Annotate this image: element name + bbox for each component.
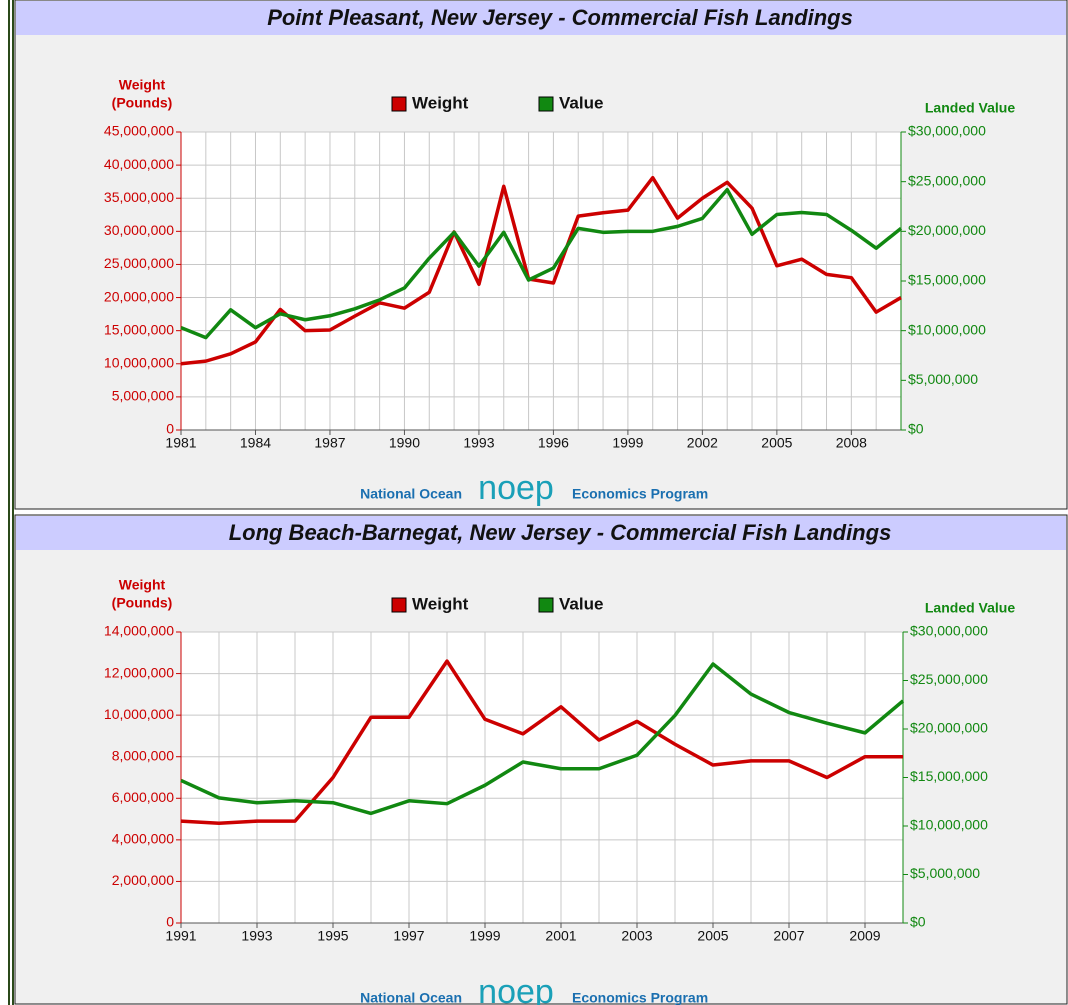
chart-title: Point Pleasant, New Jersey - Commercial …: [267, 5, 853, 30]
footer-logo: noep: [478, 469, 554, 507]
y2-tick-label: $20,000,000: [910, 720, 988, 736]
y2-tick-label: $5,000,000: [908, 371, 978, 387]
title-bar: [16, 516, 1066, 550]
series-line: [180, 659, 903, 825]
series-line: [180, 662, 905, 816]
x-tick-label: 2005: [761, 435, 792, 451]
x-tick-label: 2003: [621, 928, 652, 944]
plot-area: [181, 632, 903, 923]
y2-tick-label: $10,000,000: [910, 817, 988, 833]
y2-tick-label: $30,000,000: [908, 123, 986, 139]
legend-label: Weight: [412, 93, 469, 112]
footer-logo: noep: [478, 973, 554, 1005]
y-tick-label: 30,000,000: [104, 222, 174, 238]
x-tick-label: 2001: [545, 928, 576, 944]
x-tick-label: 1981: [165, 435, 196, 451]
y-tick-label: 10,000,000: [104, 354, 174, 370]
y2-tick-label: $10,000,000: [908, 321, 986, 337]
y2-tick-label: $30,000,000: [910, 623, 988, 639]
y2-tick-label: $5,000,000: [910, 865, 980, 881]
y-tick-label: 5,000,000: [112, 388, 174, 404]
x-tick-label: 1995: [317, 928, 348, 944]
x-tick-label: 1999: [612, 435, 643, 451]
y2-tick-label: $15,000,000: [908, 272, 986, 288]
x-tick-label: 1996: [538, 435, 569, 451]
footer-left: National Ocean: [360, 486, 462, 502]
legend-label: Value: [559, 594, 603, 613]
x-tick-label: 1999: [469, 928, 500, 944]
y-tick-label: 20,000,000: [104, 288, 174, 304]
y2-tick-label: $20,000,000: [908, 222, 986, 238]
x-tick-label: 1997: [393, 928, 424, 944]
y2-tick-label: $25,000,000: [908, 172, 986, 188]
legend-label: Value: [559, 93, 603, 112]
legend-label: Weight: [412, 594, 469, 613]
x-tick-label: 1984: [240, 435, 271, 451]
y-axis-label: (Pounds): [112, 95, 173, 111]
y2-axis-label: Landed Value: [925, 600, 1015, 616]
x-tick-label: 2008: [836, 435, 867, 451]
x-tick-label: 2007: [773, 928, 804, 944]
y-axis-label: (Pounds): [112, 595, 173, 611]
legend-swatch: [538, 96, 554, 112]
y-tick-label: 0: [166, 421, 174, 437]
y2-tick-label: $15,000,000: [910, 768, 988, 784]
chart-title: Long Beach-Barnegat, New Jersey - Commer…: [229, 520, 892, 545]
footer-right: Economics Program: [572, 486, 708, 502]
x-tick-label: 1990: [389, 435, 420, 451]
x-tick-label: 2005: [697, 928, 728, 944]
y-tick-label: 45,000,000: [104, 123, 174, 139]
x-tick-label: 1991: [165, 928, 196, 944]
x-tick-label: 2009: [849, 928, 880, 944]
series-line: [180, 187, 903, 340]
y-tick-label: 4,000,000: [112, 831, 174, 847]
x-tick-label: 1987: [314, 435, 345, 451]
title-bar: [16, 1, 1066, 35]
y2-tick-label: $0: [908, 421, 924, 437]
footer-left: National Ocean: [360, 990, 462, 1005]
y2-tick-label: $0: [910, 914, 926, 930]
y-tick-label: 25,000,000: [104, 255, 174, 271]
y-tick-label: 6,000,000: [112, 789, 174, 805]
y-tick-label: 15,000,000: [104, 321, 174, 337]
x-tick-label: 1993: [241, 928, 272, 944]
y-tick-label: 8,000,000: [112, 747, 174, 763]
y-tick-label: 0: [166, 914, 174, 930]
series-line: [180, 175, 902, 366]
y-axis-label: Weight: [119, 77, 166, 93]
y-tick-label: 40,000,000: [104, 156, 174, 172]
y-tick-label: 14,000,000: [104, 623, 174, 639]
footer-right: Economics Program: [572, 990, 708, 1005]
legend-swatch: [391, 96, 407, 112]
x-tick-label: 1993: [463, 435, 494, 451]
x-tick-label: 2002: [687, 435, 718, 451]
legend-swatch: [391, 597, 407, 613]
legend-swatch: [538, 597, 554, 613]
y-tick-label: 12,000,000: [104, 664, 174, 680]
y-tick-label: 10,000,000: [104, 706, 174, 722]
y-axis-label: Weight: [119, 577, 166, 593]
y2-axis-label: Landed Value: [925, 100, 1015, 116]
y-tick-label: 35,000,000: [104, 189, 174, 205]
y-tick-label: 2,000,000: [112, 872, 174, 888]
y2-tick-label: $25,000,000: [910, 671, 988, 687]
